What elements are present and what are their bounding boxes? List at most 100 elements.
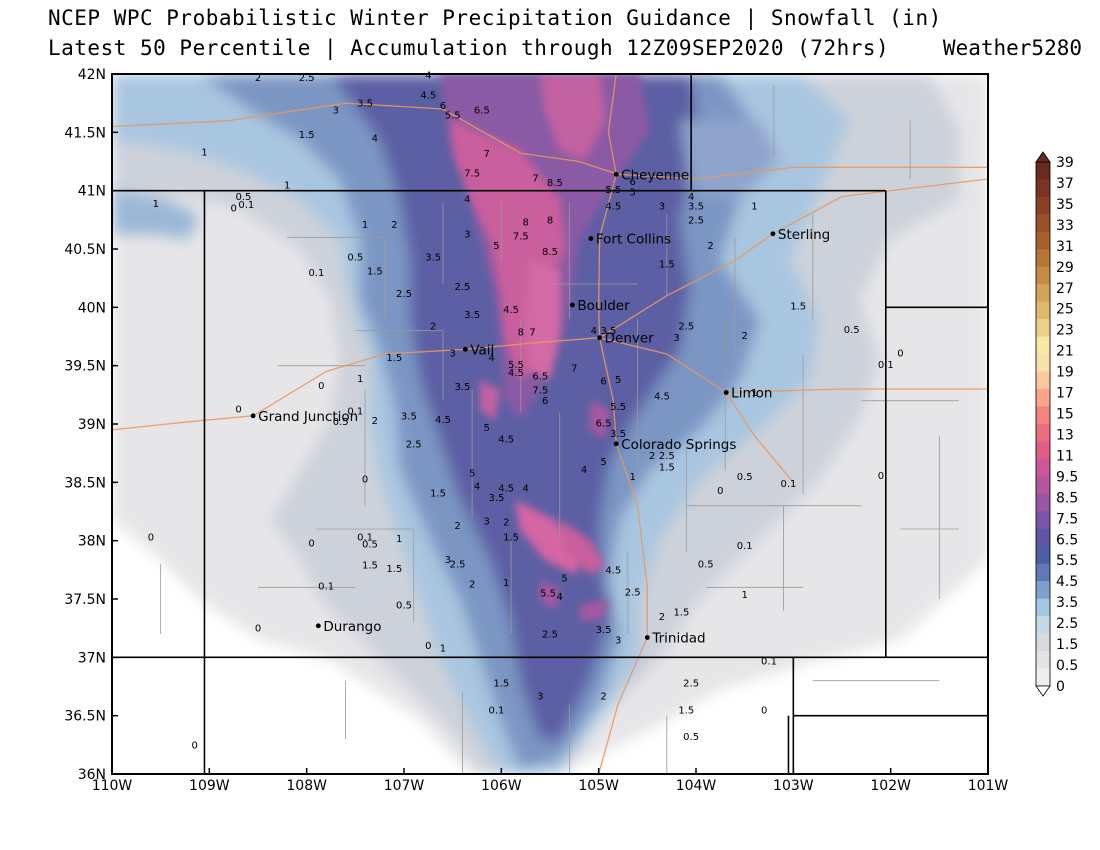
contour-label: 0 xyxy=(878,471,884,482)
contour-label: 3 xyxy=(464,229,470,240)
city-marker: Sterling xyxy=(770,227,830,243)
x-tick-label: 108W xyxy=(286,778,327,794)
contour-label: 6.5 xyxy=(474,106,490,117)
colorbar-swatch xyxy=(1036,616,1050,634)
contour-label: 1 xyxy=(153,199,159,210)
contour-label: 3 xyxy=(659,201,665,212)
colorbar-swatch xyxy=(1036,546,1050,565)
y-tick-label: 38N xyxy=(78,534,106,550)
contour-label: 4.5 xyxy=(498,435,514,446)
city-label: Boulder xyxy=(577,298,630,314)
colorbar-label: 6.5 xyxy=(1056,532,1078,548)
contour-label: 0 xyxy=(425,641,431,652)
colorbar-label: 37 xyxy=(1056,176,1074,192)
contour-label: 6.5 xyxy=(596,418,612,429)
city-dot xyxy=(770,231,776,237)
colorbar-swatch xyxy=(1036,651,1050,669)
colorbar-label: 1.5 xyxy=(1056,637,1078,653)
colorbar-swatch xyxy=(1036,389,1050,407)
colorbar-swatch xyxy=(1036,563,1050,582)
city-label: Durango xyxy=(323,619,381,635)
contour-label: 3.5 xyxy=(425,253,441,264)
contour-label: 3 xyxy=(484,516,490,527)
y-tick-label: 38.5N xyxy=(64,475,106,491)
contour-label: 1.5 xyxy=(503,533,519,544)
contour-label: 8.5 xyxy=(542,247,558,258)
x-tick-label: 106W xyxy=(481,778,522,794)
city-marker: Fort Collins xyxy=(588,232,671,248)
contour-label: 8 xyxy=(518,327,524,338)
colorbar-swatch xyxy=(1036,581,1050,599)
colorbar-swatch xyxy=(1036,528,1050,547)
contour-label: 2.5 xyxy=(542,630,558,641)
contour-label: 5 xyxy=(615,375,621,386)
contour-label: 1 xyxy=(396,534,402,545)
contour-label: 0 xyxy=(362,474,368,485)
contour-label: 2 xyxy=(430,322,436,333)
contour-label: 1.5 xyxy=(790,302,806,313)
map-axes: 110W 109W 108W 107W 106W 105W 104W 103W 102W 101W… xyxy=(64,67,1008,794)
contour-label: 1 xyxy=(751,388,757,399)
colorbar-swatch xyxy=(1036,214,1050,233)
colorbar: 39 37 35 33 31 29 27 25 23 21 19 17 15 13 11 9.5 8.5 7.5 6… xyxy=(1035,151,1078,697)
contour-label: 1 xyxy=(362,220,368,231)
contour-label: 8 xyxy=(547,215,553,226)
contour-label: 3 xyxy=(445,555,451,566)
contour-label: 3.5 xyxy=(357,99,373,110)
colorbar-bottom-arrow xyxy=(1035,685,1051,697)
colorbar-swatch xyxy=(1036,598,1050,617)
colorbar-label: 13 xyxy=(1056,427,1074,443)
city-marker: Denver xyxy=(597,331,654,347)
contour-label: 1.5 xyxy=(493,679,509,690)
colorbar-top-arrow xyxy=(1035,151,1051,163)
colorbar-label: 33 xyxy=(1056,218,1074,234)
colorbar-label: 23 xyxy=(1056,323,1074,339)
contour-label: 1 xyxy=(284,180,290,191)
contour-label: 4 xyxy=(488,353,494,364)
contour-label: 6 xyxy=(542,396,548,407)
contour-label: 0 xyxy=(230,204,236,215)
city-marker: Trinidad xyxy=(644,631,706,647)
contour-label: 4 xyxy=(557,592,563,603)
contour-label: 2 xyxy=(469,579,475,590)
colorbar-swatch xyxy=(1036,493,1050,512)
colorbar-label: 2.5 xyxy=(1056,616,1078,632)
city-dot xyxy=(613,171,619,177)
colorbar-label: 21 xyxy=(1056,344,1074,360)
x-tick-label: 102W xyxy=(870,778,911,794)
contour-label: 1 xyxy=(751,201,757,212)
contour-label: 0 xyxy=(148,533,154,544)
contour-label: 2 xyxy=(600,691,606,702)
colorbar-label: 19 xyxy=(1056,365,1074,381)
y-tick-label: 36.5N xyxy=(64,709,106,725)
contour-label: 6.5 xyxy=(532,372,548,383)
contour-label: 2 xyxy=(372,416,378,427)
y-tick-label: 41.5N xyxy=(64,125,106,141)
contour-label: 2.5 xyxy=(688,215,704,226)
colorbar-swatch xyxy=(1036,476,1050,495)
colorbar-swatch xyxy=(1036,336,1050,355)
city-label: Vail xyxy=(470,342,494,358)
credit-label: Weather5280 xyxy=(942,36,1082,60)
city-dot xyxy=(597,335,603,341)
city-marker: Limon xyxy=(723,386,772,402)
contour-label: 3.5 xyxy=(688,201,704,212)
x-tick-label: 101W xyxy=(968,778,1009,794)
contour-label: 4 xyxy=(464,194,470,205)
city-label: Limon xyxy=(731,386,772,402)
city-label: Sterling xyxy=(778,227,830,243)
colorbar-label: 3.5 xyxy=(1056,595,1078,611)
contour-label: 2 xyxy=(659,612,665,623)
contour-label: 0.1 xyxy=(781,479,797,490)
contour-label: 4 xyxy=(522,484,528,495)
contour-label: 0.1 xyxy=(737,541,753,552)
contour-label: 3 xyxy=(537,691,543,702)
y-tick-label: 40N xyxy=(78,300,106,316)
colorbar-label: 27 xyxy=(1056,281,1074,297)
y-tick-label: 42N xyxy=(78,67,106,83)
colorbar-label: 11 xyxy=(1056,448,1074,464)
colorbar-label: 4.5 xyxy=(1056,574,1078,590)
colorbar-swatch xyxy=(1036,441,1050,460)
cities-layer: Cheyenne Fort Collins Sterling Boulder Denve… xyxy=(250,167,830,647)
